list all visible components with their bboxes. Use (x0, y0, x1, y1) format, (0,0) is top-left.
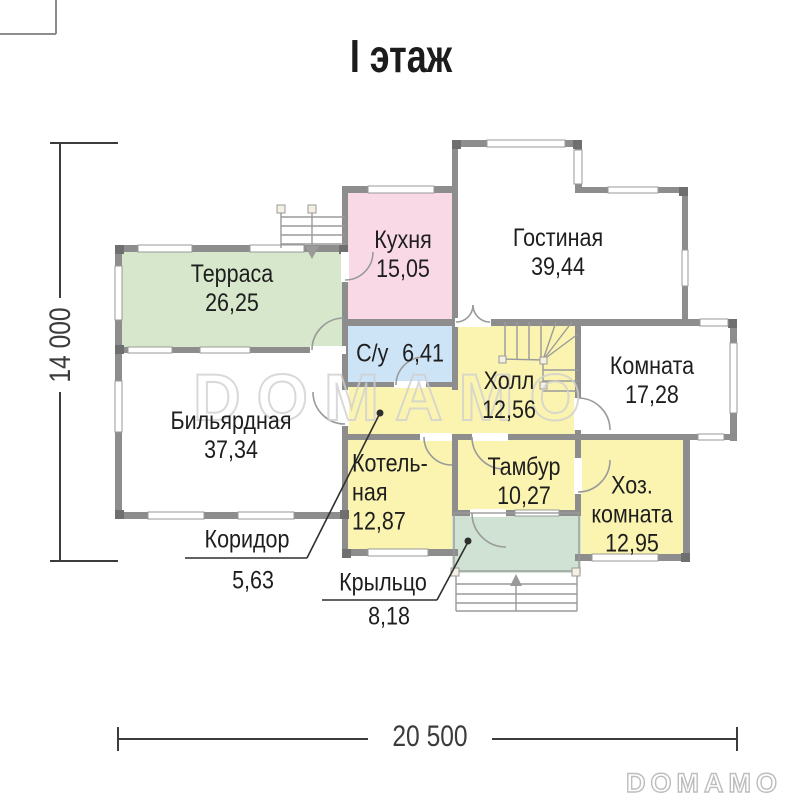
porch-steps-icon (450, 512, 581, 612)
room-bathroom-fill (342, 319, 458, 387)
door-arc-corridor-boiler (423, 436, 453, 466)
room-living-bump-fill (452, 140, 582, 196)
down-arrow-icon (305, 246, 319, 259)
room-billiard-fill (115, 347, 348, 519)
room-terrace-fill (115, 245, 348, 353)
window-icon (137, 244, 193, 253)
window-icon (114, 265, 123, 321)
room-fills (115, 140, 737, 573)
room-porch-fill (452, 513, 581, 573)
terrace-steps-icon (276, 204, 345, 259)
label-living-room: Гостиная 39,44 (512, 224, 604, 281)
page-title: I этаж (349, 30, 453, 82)
hall-staircase-icon (498, 321, 579, 392)
room-boiler-fill (342, 434, 458, 556)
door-arc-kitchen-terrace (344, 251, 374, 281)
label-porch-name: Крыльцо (339, 568, 427, 597)
door-arc-hall-vestibule (471, 436, 505, 470)
label-corridor-name: Коридор (204, 525, 290, 554)
door-arc-hall-room (577, 397, 611, 431)
corridor-leader-dot (376, 409, 384, 417)
window-icon (147, 511, 205, 520)
label-utility-room: Хоз. комната 12,95 (591, 471, 673, 558)
porch-leader-dot (464, 537, 472, 545)
leader-lines (185, 409, 472, 601)
door-arc-vestibule-porch (471, 512, 507, 548)
window-icon (591, 553, 659, 562)
label-porch-area: 8,18 (368, 602, 410, 631)
window-icon (199, 346, 251, 354)
window-icon (486, 139, 566, 148)
room-living-fill (452, 187, 688, 326)
door-arc-corridor-billiard (312, 391, 346, 425)
room-utility-fill (575, 434, 690, 561)
label-bathroom: С/у 6,41 (356, 339, 444, 368)
label-billiard-room: Бильярдная 37,34 (170, 407, 292, 464)
window-icon (697, 433, 725, 441)
window-icon (367, 548, 429, 557)
domamo-logo: DOMAMO (626, 768, 782, 798)
window-icon (729, 342, 738, 414)
label-kitchen: Кухня 15,05 (374, 226, 432, 283)
room-kitchen-fill (342, 186, 458, 326)
label-corridor-area: 5,63 (232, 566, 274, 595)
label-hall: Холл 12,56 (482, 367, 536, 424)
door-arc-vestibule-utility (577, 459, 611, 493)
dimension-lines (0, 0, 738, 751)
label-terrace: Терраса 26,25 (190, 260, 274, 317)
room-room-fill (575, 319, 737, 441)
horizontal-dimension-value: 20 500 (392, 720, 468, 753)
label-vestibule: Тамбур 10,27 (487, 453, 561, 510)
window-icon (127, 346, 173, 354)
door-arc-bathroom (395, 356, 425, 386)
up-arrow-icon (510, 574, 522, 586)
vertical-dimension-value: 14 000 (44, 307, 77, 383)
door-arc-billiard-terrace (311, 317, 345, 351)
door-arc-french-right (472, 304, 491, 323)
room-corridor-fill (342, 382, 458, 439)
label-room: Комната 17,28 (609, 352, 695, 409)
window-icon (114, 380, 123, 433)
window-icon (237, 511, 295, 520)
domamo-watermark: DOMAMO (193, 360, 597, 434)
window-icon (699, 318, 729, 327)
label-boiler-room: Котель-ная 12,87 (352, 449, 428, 536)
window-icon (607, 186, 659, 194)
window-icon (573, 149, 583, 185)
window-icon (681, 249, 689, 287)
doors-layer (310, 251, 611, 548)
window-icon (249, 244, 305, 253)
window-icon (367, 185, 435, 194)
